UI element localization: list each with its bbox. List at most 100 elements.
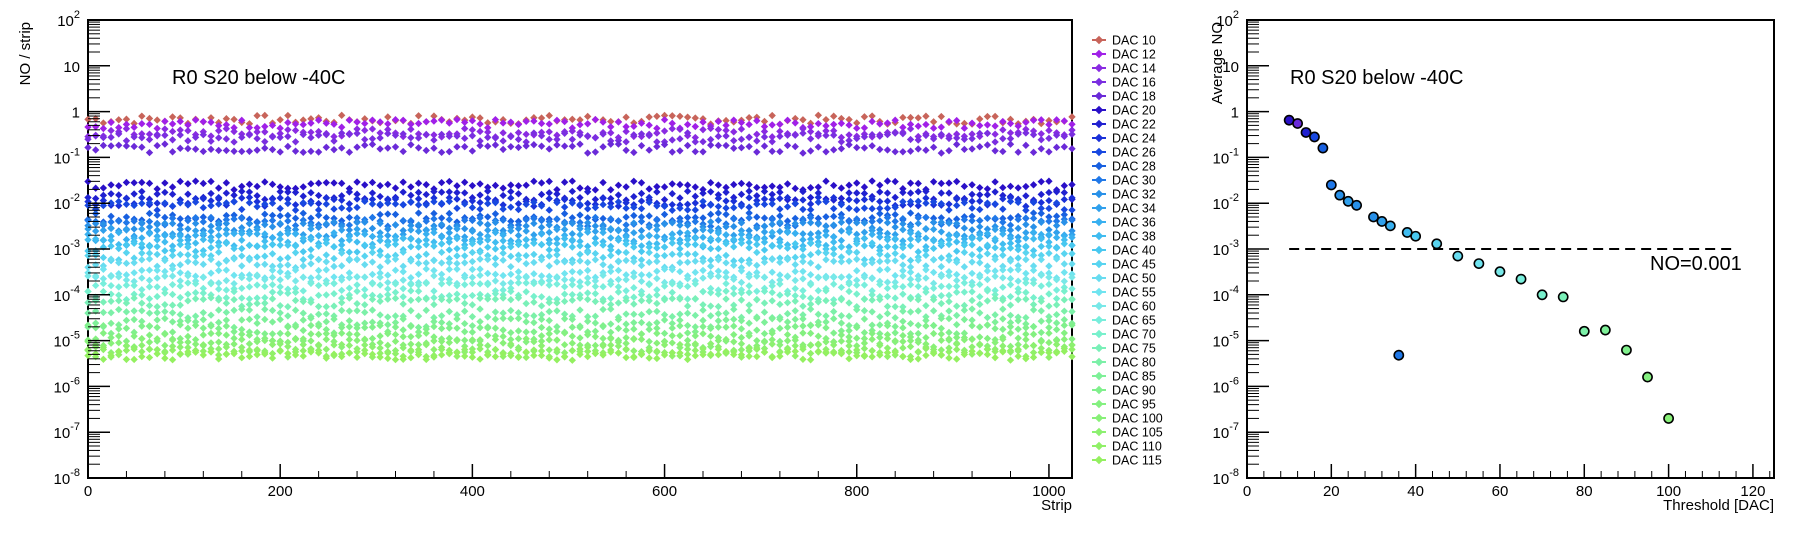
data-point (768, 137, 776, 146)
data-point (215, 260, 223, 268)
data-point (899, 198, 907, 206)
data-point (868, 226, 876, 235)
data-point (607, 294, 615, 303)
data-point (284, 126, 292, 134)
data-point (1014, 325, 1022, 333)
data-point (983, 267, 992, 275)
data-point (591, 319, 600, 327)
data-point (1037, 145, 1045, 153)
data-point (530, 258, 538, 267)
data-point (153, 185, 161, 193)
data-point (876, 313, 884, 321)
data-point (983, 334, 992, 343)
data-point (276, 230, 284, 239)
data-point (522, 216, 530, 224)
data-point (891, 203, 899, 212)
data-point (1060, 188, 1068, 197)
data-point (276, 148, 284, 156)
data-point (553, 185, 561, 194)
data-point (522, 273, 530, 282)
data-point (983, 313, 992, 322)
data-point (707, 226, 715, 235)
data-point (268, 262, 277, 270)
data-point (184, 236, 192, 244)
data-point (191, 272, 200, 280)
data-point (676, 267, 684, 276)
data-point (968, 217, 976, 225)
data-point (376, 236, 384, 245)
data-point (99, 355, 108, 363)
legend-entry: DAC 75 (1112, 342, 1156, 356)
data-point (138, 194, 146, 202)
data-point (599, 342, 607, 350)
data-point (837, 194, 846, 203)
data-point (207, 213, 215, 222)
data-point (1014, 340, 1022, 349)
data-point (499, 216, 507, 224)
data-point (376, 200, 384, 208)
data-point (591, 148, 600, 156)
data-point (461, 352, 469, 360)
data-point (599, 283, 607, 291)
data-point (338, 323, 346, 332)
data-point (153, 266, 161, 274)
data-point (507, 296, 515, 304)
data-point (714, 117, 723, 126)
data-point (945, 291, 953, 300)
data-point (691, 114, 699, 122)
data-point (891, 282, 899, 291)
data-point (837, 327, 846, 335)
data-point (622, 256, 630, 265)
data-point (291, 335, 300, 344)
data-point (845, 287, 853, 296)
data-point (161, 199, 169, 207)
data-point (468, 147, 477, 155)
data-point (537, 337, 546, 345)
data-point (361, 308, 369, 317)
data-point (230, 115, 238, 124)
y-tick-exponent: -3 (70, 238, 80, 250)
legend-entry: DAC 24 (1112, 132, 1156, 146)
data-point (184, 243, 192, 251)
data-point (414, 287, 423, 295)
data-point (799, 286, 807, 295)
data-point (806, 230, 815, 238)
data-point (699, 274, 707, 282)
data-point (737, 135, 746, 143)
data-point (1022, 141, 1030, 150)
data-point (437, 345, 446, 354)
data-point (737, 125, 746, 133)
legend-marker (1094, 91, 1104, 101)
data-point (284, 261, 292, 269)
data-point (453, 349, 461, 357)
data-point (476, 141, 484, 150)
data-point (976, 197, 984, 205)
data-point (537, 332, 546, 340)
data-point (853, 134, 861, 143)
data-point (722, 197, 730, 205)
data-point (976, 293, 984, 301)
data-point (814, 273, 822, 281)
data-point (453, 311, 461, 319)
data-point (899, 130, 907, 138)
data-point (591, 256, 600, 264)
data-point (953, 345, 961, 354)
data-point (976, 245, 984, 254)
data-point (822, 312, 830, 320)
data-point (622, 339, 630, 348)
legend-marker (1094, 35, 1104, 45)
data-point (245, 215, 254, 223)
data-point (222, 322, 231, 330)
data-point (1045, 329, 1053, 337)
data-point (776, 280, 784, 288)
data-point (745, 273, 753, 281)
data-point (653, 138, 661, 146)
data-point (553, 141, 561, 149)
data-point (599, 297, 607, 305)
data-point (322, 179, 330, 187)
data-point (845, 337, 853, 345)
legend-entry: DAC 50 (1112, 272, 1156, 286)
data-point (568, 258, 576, 267)
data-point (145, 295, 154, 303)
data-point (737, 317, 746, 325)
